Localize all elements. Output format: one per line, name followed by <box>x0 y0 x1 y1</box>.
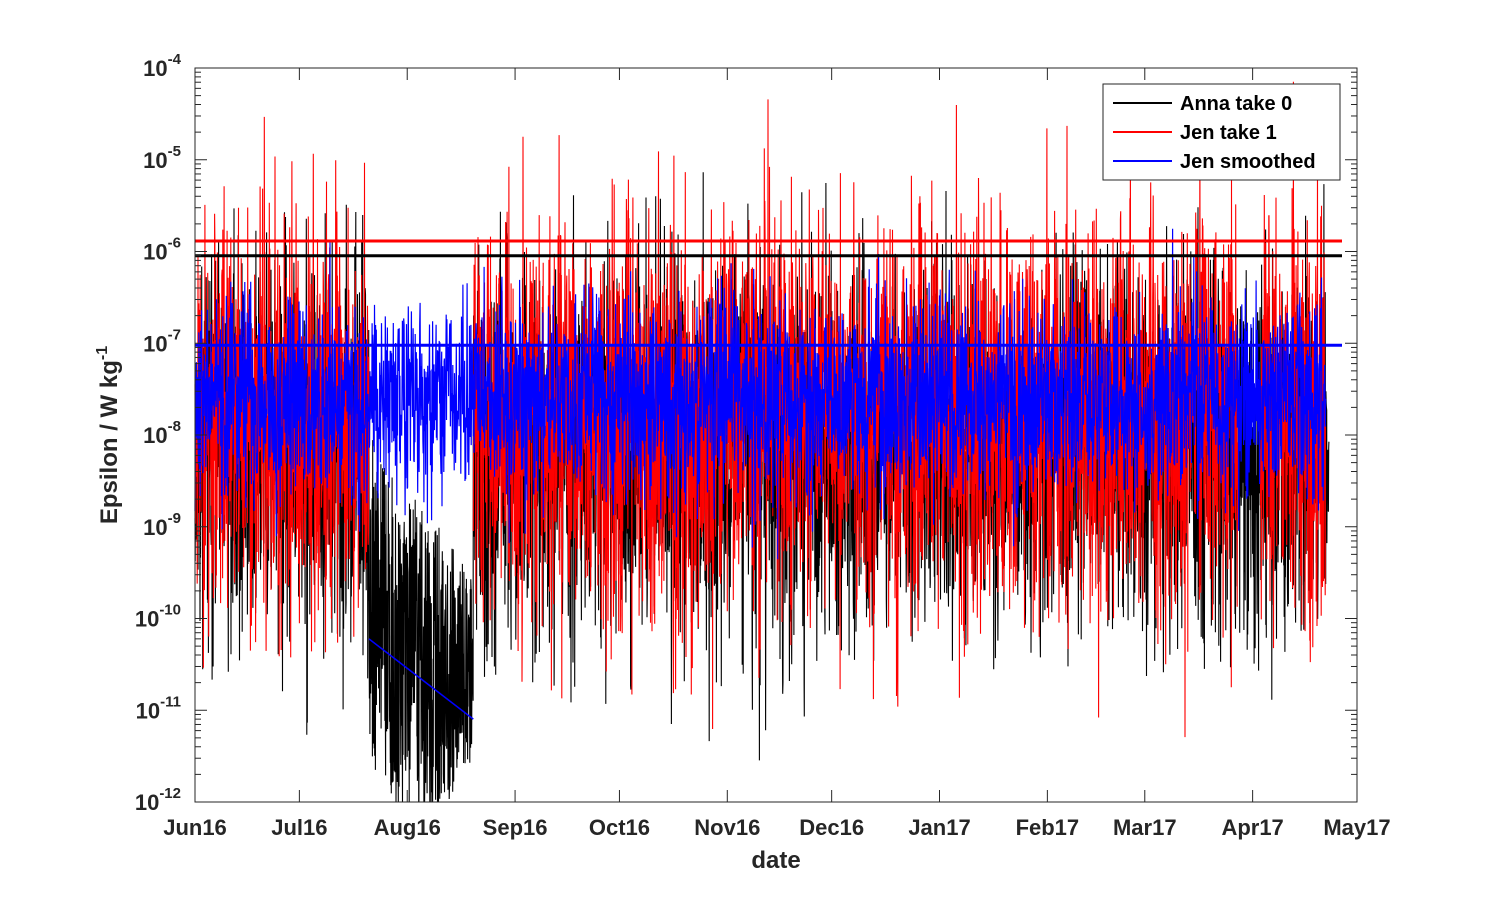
x-tick-label: Mar17 <box>1113 815 1177 840</box>
y-tick-label: 10-12 <box>135 785 181 815</box>
x-tick-label: Apr17 <box>1221 815 1283 840</box>
legend-label-jen: Jen take 1 <box>1180 122 1277 144</box>
x-tick-label: May17 <box>1323 815 1390 840</box>
series-line-2 <box>194 228 1327 560</box>
mean-lines <box>195 239 1342 347</box>
axes <box>194 67 1358 803</box>
y-tick-label: 10-8 <box>143 418 181 448</box>
x-tick-label: Jan17 <box>908 815 970 840</box>
y-tick-label: 10-6 <box>143 235 181 265</box>
x-tick-label: Jun16 <box>163 815 227 840</box>
y-axis-title-sup: -1 <box>94 346 111 360</box>
tick-labels: 10-12 10-11 10-10 10-9 10-8 10-7 10-6 10-5 10-4 J… <box>135 51 1391 840</box>
y-axis-title-main: Epsilon / W kg <box>96 360 123 524</box>
y-tick-label: 10-4 <box>143 51 181 81</box>
y-axis-title: Epsilon / W kg-1 <box>94 346 123 524</box>
y-tick-label: 10-10 <box>135 602 181 632</box>
y-tick-label: 10-5 <box>143 143 181 173</box>
x-tick-label: Aug16 <box>374 815 441 840</box>
x-tick-label: Dec16 <box>799 815 864 840</box>
y-tick-label: 10-11 <box>136 693 181 723</box>
x-tick-label: Sep16 <box>483 815 548 840</box>
legend-label-jen-smoothed: Jen smoothed <box>1180 151 1316 173</box>
x-tick-label: Feb17 <box>1016 815 1080 840</box>
x-tick-label: Nov16 <box>694 815 760 840</box>
legend-label-anna: Anna take 0 <box>1180 93 1292 115</box>
y-tick-label: 10-9 <box>143 510 181 540</box>
x-tick-label: Jul16 <box>271 815 327 840</box>
legend: Anna take 0 Jen take 1 Jen smoothed <box>1102 83 1341 181</box>
x-tick-label: Oct16 <box>589 815 650 840</box>
smoothed-gap-line <box>368 638 474 720</box>
x-axis-title: date <box>751 847 800 874</box>
y-tick-label: 10-7 <box>143 326 181 356</box>
series-layer <box>194 81 1330 803</box>
